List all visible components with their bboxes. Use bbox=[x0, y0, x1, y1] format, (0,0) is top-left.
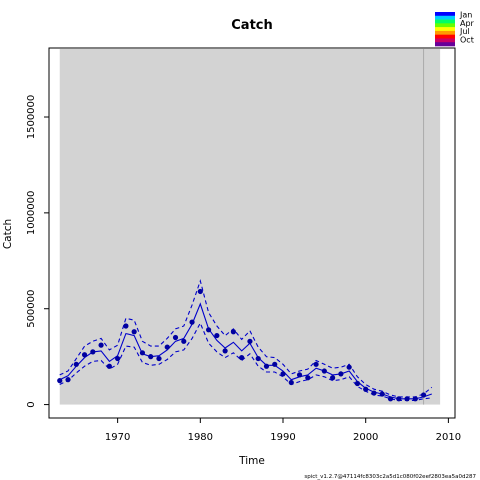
observed-point bbox=[106, 363, 112, 369]
legend-color-swatch bbox=[435, 12, 455, 17]
observed-point bbox=[247, 338, 253, 344]
observed-point bbox=[181, 338, 187, 344]
observed-point bbox=[205, 327, 212, 333]
observed-point bbox=[214, 332, 220, 339]
x-tick-label: 1970 bbox=[105, 432, 130, 443]
plot-frame bbox=[48, 47, 456, 419]
observed-point bbox=[272, 361, 278, 367]
observed-point bbox=[197, 288, 203, 295]
plot-area: 1970 1980 1990 2000 2010 0 500000 1000000 150000… bbox=[26, 47, 461, 443]
y-tick-label: 1500000 bbox=[26, 95, 37, 140]
x-tick-label: 1990 bbox=[270, 432, 295, 443]
observed-point bbox=[412, 396, 418, 402]
observed-point bbox=[222, 348, 228, 354]
observed-point bbox=[239, 355, 245, 361]
observed-point bbox=[115, 355, 121, 362]
x-tick-label: 2010 bbox=[436, 432, 461, 443]
observed-point bbox=[296, 372, 303, 378]
legend-label: Oct bbox=[460, 35, 474, 44]
legend-color-swatch bbox=[435, 19, 455, 24]
observed-point bbox=[189, 319, 195, 325]
observed-point bbox=[263, 363, 270, 369]
legend-label: Jul bbox=[459, 27, 470, 36]
version-footer: spict_v1.2.7@47114fc8303c2a5d1c080f02eef… bbox=[304, 474, 476, 480]
observed-point bbox=[73, 361, 79, 367]
observed-point bbox=[81, 352, 88, 358]
observed-point bbox=[305, 375, 311, 381]
observed-point bbox=[354, 380, 361, 387]
observed-point bbox=[371, 390, 377, 396]
observed-point bbox=[387, 396, 394, 402]
observed-point bbox=[90, 349, 96, 355]
shaded-region bbox=[59, 49, 441, 405]
observed-point bbox=[280, 371, 286, 377]
observed-point bbox=[346, 364, 352, 370]
y-tick-label: 0 bbox=[26, 401, 37, 407]
observed-point bbox=[57, 378, 63, 384]
observed-point bbox=[98, 342, 104, 348]
observed-point bbox=[172, 334, 179, 341]
chart-title: Catch bbox=[231, 18, 273, 33]
legend-color-swatch bbox=[435, 42, 455, 47]
observed-point bbox=[404, 396, 410, 402]
observed-point bbox=[420, 392, 427, 398]
observed-point bbox=[156, 355, 162, 362]
observed-point bbox=[230, 329, 236, 335]
legend-color-swatch bbox=[435, 34, 455, 39]
observed-point bbox=[363, 386, 369, 392]
observed-point bbox=[65, 377, 71, 383]
y-tick-label: 1000000 bbox=[26, 191, 37, 236]
legend-color-swatch bbox=[435, 30, 455, 35]
estimate-line bbox=[59, 302, 432, 400]
observed-point bbox=[255, 355, 261, 362]
confidence-bound-line-1 bbox=[59, 278, 433, 398]
observed-point bbox=[321, 368, 327, 374]
y-tick-label: 500000 bbox=[26, 290, 37, 328]
y-axis-title: Catch bbox=[2, 219, 14, 249]
legend-color-swatch bbox=[435, 38, 455, 43]
observed-point bbox=[164, 344, 170, 350]
legend-label: Jan bbox=[459, 11, 472, 20]
observed-point bbox=[131, 329, 137, 335]
x-tick-label: 2000 bbox=[353, 432, 378, 443]
observed-point bbox=[123, 323, 129, 329]
observed-point bbox=[139, 350, 146, 356]
observed-point bbox=[288, 379, 294, 386]
observed-point bbox=[338, 371, 344, 377]
legend-color-swatch bbox=[435, 27, 455, 32]
observed-point bbox=[313, 361, 319, 367]
observed-point bbox=[396, 396, 402, 402]
observed-point bbox=[379, 391, 385, 397]
observed-point bbox=[330, 375, 336, 381]
x-tick-label: 1980 bbox=[188, 432, 213, 443]
legend-color-swatch bbox=[435, 15, 455, 20]
legend-label: Apr bbox=[460, 19, 475, 28]
legend-color-swatch bbox=[435, 23, 455, 28]
observed-point bbox=[148, 354, 154, 360]
confidence-bound-line-2 bbox=[59, 321, 432, 401]
x-axis-title: Time bbox=[238, 455, 265, 467]
